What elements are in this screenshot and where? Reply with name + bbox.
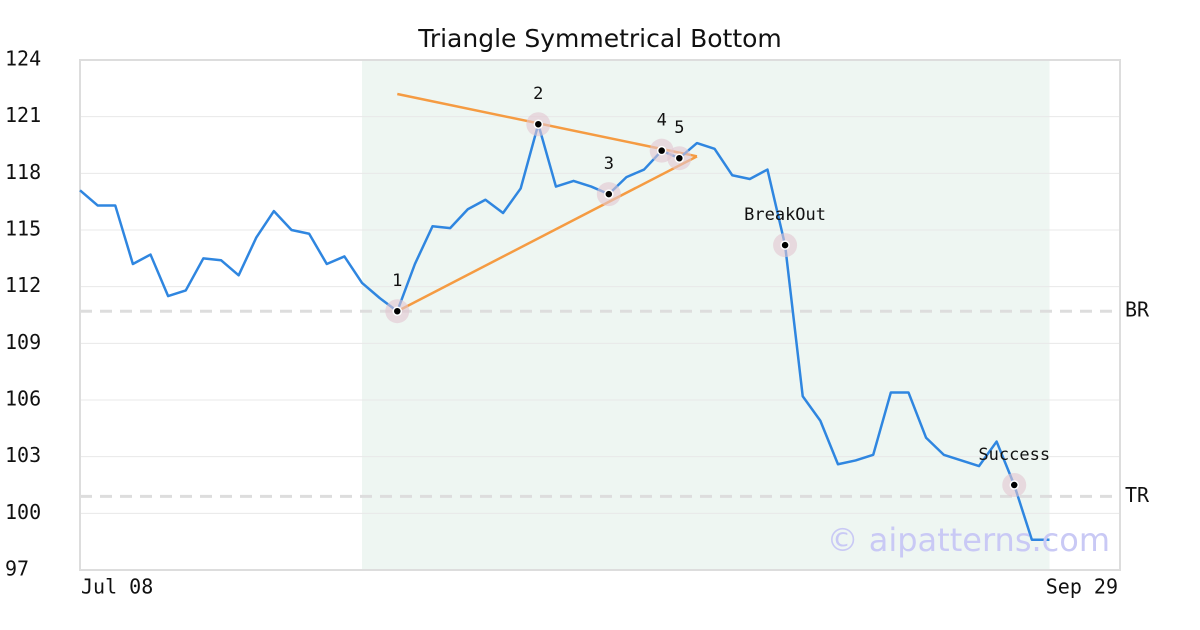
marker-label: BreakOut [744,205,826,225]
y-tick-label: 106 [5,387,41,411]
y-tick-label: 121 [5,103,41,127]
y-tick-label: 109 [5,330,41,354]
marker [656,145,667,156]
trend-line [396,155,698,313]
plot-border [79,59,1121,571]
y-tick-label: 124 [5,47,41,71]
y-tick-label: 103 [5,443,41,467]
marker-label: 1 [392,271,402,291]
chart-title: Triangle Symmetrical Bottom [417,24,782,53]
x-tick-label: Sep 29 [1046,575,1118,599]
watermark: © aipatterns.com [827,521,1110,559]
y-tick-label: 112 [5,273,41,297]
marker [533,119,544,129]
highlight-region [362,60,1050,570]
marker-label: 3 [604,154,614,174]
y-tick-label: 115 [5,217,41,241]
marker [1009,480,1019,490]
level-label: BR [1125,298,1150,322]
marker-label: 2 [533,84,543,104]
x-tick-label: Jul 08 [81,575,153,599]
marker [674,153,685,163]
y-tick-label: 118 [5,160,41,184]
y-tick-label: 97 [5,557,29,581]
y-tick-label: 100 [5,500,41,524]
marker [392,306,403,316]
marker-label: 5 [674,118,684,138]
marker [604,189,614,199]
level-label: TR [1125,483,1150,507]
price-line [79,122,1050,542]
marker-label: Success [978,445,1050,465]
marker-label: 4 [657,111,667,131]
marker [780,240,790,250]
